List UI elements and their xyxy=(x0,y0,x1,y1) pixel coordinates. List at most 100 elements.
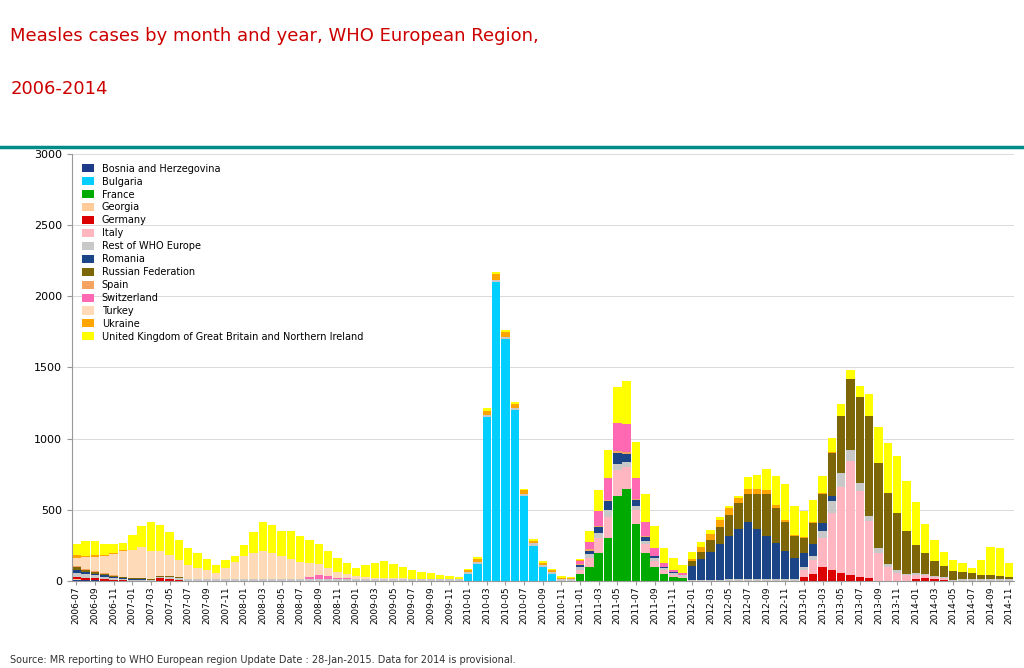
Bar xyxy=(641,544,649,552)
Bar xyxy=(548,570,556,572)
Bar xyxy=(734,529,742,579)
Bar xyxy=(604,538,612,581)
Bar xyxy=(110,576,118,577)
Bar xyxy=(146,551,156,579)
Bar xyxy=(482,418,490,581)
Bar xyxy=(408,579,417,581)
Bar xyxy=(734,496,742,498)
Bar xyxy=(501,339,510,581)
Bar xyxy=(911,574,920,579)
Bar xyxy=(585,550,594,554)
Bar xyxy=(250,553,258,579)
Bar xyxy=(725,515,733,536)
Bar xyxy=(772,508,780,543)
Bar xyxy=(791,536,799,558)
Bar xyxy=(791,558,799,579)
Bar xyxy=(995,576,1004,579)
Bar xyxy=(91,555,99,556)
Bar xyxy=(72,579,81,580)
Bar xyxy=(539,564,547,567)
Bar xyxy=(623,462,631,467)
Bar xyxy=(91,578,99,580)
Bar xyxy=(986,579,994,581)
Bar xyxy=(548,574,556,581)
Bar xyxy=(659,570,669,574)
Bar xyxy=(110,554,118,575)
Bar xyxy=(137,579,145,580)
Bar xyxy=(371,579,379,581)
Bar xyxy=(623,454,631,462)
Bar xyxy=(119,551,127,576)
Bar xyxy=(324,568,333,576)
Bar xyxy=(166,576,174,577)
Bar xyxy=(82,541,90,556)
Bar xyxy=(772,579,780,581)
Bar xyxy=(175,560,183,577)
Bar xyxy=(650,556,658,558)
Bar xyxy=(827,452,836,453)
Bar xyxy=(930,540,939,562)
Bar xyxy=(221,579,229,581)
Bar xyxy=(110,580,118,581)
Bar xyxy=(818,494,826,523)
Bar xyxy=(856,483,864,492)
Bar xyxy=(846,575,855,581)
Bar xyxy=(604,478,612,500)
Bar xyxy=(753,489,762,494)
Bar xyxy=(911,579,920,581)
Bar xyxy=(781,520,790,522)
Bar xyxy=(128,580,136,581)
Bar xyxy=(697,542,706,547)
Bar xyxy=(772,505,780,508)
Bar xyxy=(772,543,780,579)
Bar xyxy=(100,574,109,575)
Bar xyxy=(511,408,519,410)
Bar xyxy=(874,463,883,548)
Bar xyxy=(818,523,826,531)
Bar xyxy=(72,555,81,558)
Bar xyxy=(623,452,631,454)
Bar xyxy=(100,555,109,556)
Bar xyxy=(146,579,156,580)
Bar xyxy=(82,574,90,578)
Bar xyxy=(296,579,304,581)
Bar xyxy=(800,567,808,570)
Bar xyxy=(697,552,706,558)
Bar xyxy=(865,521,873,578)
Bar xyxy=(743,522,752,579)
Bar xyxy=(623,488,631,581)
Bar xyxy=(977,574,985,579)
Bar xyxy=(856,577,864,581)
Bar xyxy=(91,556,99,571)
Bar xyxy=(334,572,342,578)
Bar xyxy=(91,571,99,572)
Bar xyxy=(800,537,808,538)
Bar xyxy=(585,558,594,567)
Bar xyxy=(781,484,790,520)
Bar xyxy=(352,579,360,581)
Bar xyxy=(707,530,715,534)
Bar xyxy=(800,511,808,537)
Bar xyxy=(343,579,351,581)
Bar xyxy=(818,567,826,581)
Bar xyxy=(119,543,127,550)
Bar xyxy=(305,577,313,579)
Bar xyxy=(641,536,649,537)
Bar xyxy=(697,580,706,581)
Bar xyxy=(921,575,930,578)
Bar xyxy=(641,552,649,581)
Bar xyxy=(398,579,407,581)
Bar xyxy=(659,548,669,562)
Bar xyxy=(716,517,724,520)
Bar xyxy=(408,570,417,579)
Bar xyxy=(343,574,351,578)
Bar xyxy=(557,578,565,579)
Bar xyxy=(91,580,99,581)
Bar xyxy=(100,556,109,573)
Bar xyxy=(203,559,211,570)
Bar xyxy=(707,540,715,552)
Bar xyxy=(968,579,976,581)
Bar xyxy=(259,550,267,579)
Bar xyxy=(781,522,790,550)
Bar xyxy=(566,579,574,581)
